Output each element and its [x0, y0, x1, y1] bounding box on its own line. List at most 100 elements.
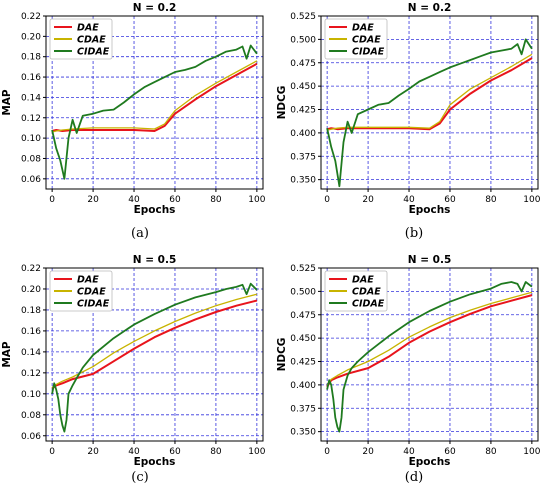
- y-tick-label: 0.10: [21, 134, 41, 144]
- x-tick-label: 80: [485, 447, 497, 457]
- y-axis-label: MAP: [1, 341, 13, 368]
- series-line-dae: [51, 62, 258, 132]
- y-tick-label: 0.525: [290, 12, 316, 22]
- chart-title: N = 0.2: [408, 2, 452, 14]
- x-tick-label: 80: [210, 447, 222, 457]
- y-tick-label: 0.375: [290, 152, 316, 162]
- y-tick-label: 0.475: [290, 59, 316, 69]
- series-line-cdae: [326, 53, 533, 131]
- chart-b: 0 20 40 60 80 100 0.350 0.375 0.400 0.425 0.450 0.4…: [276, 2, 541, 216]
- y-tick-label: 0.22: [21, 264, 41, 274]
- chart-d: 0 20 40 60 80 100 0.350 0.375 0.400 0.425 0.450 0.4…: [276, 254, 541, 468]
- x-tick-label: 0: [49, 447, 55, 457]
- y-tick-label: 0.18: [21, 53, 41, 63]
- legend-box: [49, 18, 113, 60]
- x-axis-label: Epochs: [134, 456, 176, 468]
- x-axis-label: Epochs: [409, 456, 451, 468]
- x-axis-label: Epochs: [134, 204, 176, 216]
- y-tick-label: 0.16: [21, 327, 41, 337]
- plot-frame: [45, 267, 264, 442]
- y-axis-label: MAP: [1, 89, 13, 116]
- y-tick-label: 0.500: [290, 35, 316, 45]
- caption-a: (a): [131, 226, 149, 241]
- series-line-cidae: [326, 281, 533, 433]
- plot-frame: [45, 15, 264, 190]
- y-tick-label: 0.14: [21, 348, 41, 358]
- series-line-dae: [326, 57, 533, 131]
- x-tick-label: 20: [362, 195, 374, 205]
- caption-d: (d): [404, 470, 424, 485]
- y-tick-label: 0.14: [21, 93, 41, 103]
- y-tick-label: 0.20: [21, 32, 41, 42]
- chart-title: N = 0.5: [133, 254, 177, 266]
- x-tick-label: 0: [324, 195, 330, 205]
- y-tick-label: 0.375: [290, 404, 316, 414]
- x-tick-label: 0: [324, 447, 330, 457]
- x-tick-label: 0: [49, 195, 55, 205]
- chart-title: N = 0.2: [133, 2, 177, 14]
- x-tick-label: 20: [362, 447, 374, 457]
- x-tick-label: 60: [169, 447, 181, 457]
- y-tick-label: 0.350: [290, 176, 316, 186]
- y-tick-label: 0.350: [290, 428, 316, 438]
- x-tick-label: 40: [128, 447, 140, 457]
- chart-a: 0 20 40 60 80 100 0.06 0.08 0.10 0.12 0.14 0.16 0.18…: [1, 2, 266, 216]
- series-line-cdae: [326, 291, 533, 386]
- y-tick-label: 0.20: [21, 285, 41, 295]
- series-line-cdae: [51, 293, 258, 389]
- legend-label-cdae: CDAE: [352, 287, 381, 298]
- y-tick-label: 0.425: [290, 106, 316, 116]
- legend-label-dae: DAE: [77, 275, 99, 286]
- legend-label-cidae: CIDAE: [352, 47, 385, 58]
- y-tick-label: 0.10: [21, 390, 41, 400]
- y-tick-label: 0.12: [21, 369, 41, 379]
- legend-label-cdae: CDAE: [77, 35, 106, 46]
- y-tick-label: 0.18: [21, 306, 41, 316]
- x-tick-label: 80: [485, 195, 497, 205]
- x-tick-label: 100: [523, 195, 540, 205]
- legend-label-cidae: CIDAE: [77, 299, 110, 310]
- legend-label-dae: DAE: [352, 275, 374, 286]
- y-tick-label: 0.16: [21, 73, 41, 83]
- legend-box: [324, 18, 388, 60]
- x-tick-label: 60: [169, 195, 181, 205]
- x-tick-label: 40: [403, 447, 415, 457]
- legend-label-dae: DAE: [352, 23, 374, 34]
- legend-label-cidae: CIDAE: [77, 47, 110, 58]
- series-line-cdae: [51, 60, 258, 133]
- series-line-dae: [326, 294, 533, 388]
- legend-box: [324, 270, 388, 312]
- series-line-cidae: [51, 282, 258, 433]
- series-line-cidae: [51, 44, 258, 180]
- legend-label-cidae: CIDAE: [352, 299, 385, 310]
- y-tick-label: 0.400: [290, 381, 316, 391]
- y-tick-label: 0.08: [21, 154, 41, 164]
- x-tick-label: 60: [444, 447, 456, 457]
- y-axis-label: NDCG: [276, 338, 288, 372]
- caption-c: (c): [131, 470, 149, 485]
- y-tick-label: 0.475: [290, 311, 316, 321]
- x-tick-label: 80: [210, 195, 222, 205]
- y-tick-label: 0.22: [21, 12, 41, 22]
- plot-frame: [320, 15, 539, 190]
- y-tick-label: 0.450: [290, 82, 316, 92]
- y-tick-label: 0.06: [21, 432, 41, 442]
- y-tick-label: 0.525: [290, 264, 316, 274]
- plot-frame: [320, 267, 539, 442]
- x-tick-label: 60: [444, 195, 456, 205]
- y-tick-label: 0.12: [21, 114, 41, 124]
- x-axis-label: Epochs: [409, 204, 451, 216]
- x-tick-label: 100: [523, 447, 540, 457]
- legend-label-cdae: CDAE: [77, 287, 106, 298]
- x-tick-label: 100: [248, 447, 265, 457]
- y-tick-label: 0.06: [21, 175, 41, 185]
- y-tick-label: 0.425: [290, 358, 316, 368]
- x-tick-label: 40: [403, 195, 415, 205]
- legend-label-dae: DAE: [77, 23, 99, 34]
- y-tick-label: 0.08: [21, 411, 41, 421]
